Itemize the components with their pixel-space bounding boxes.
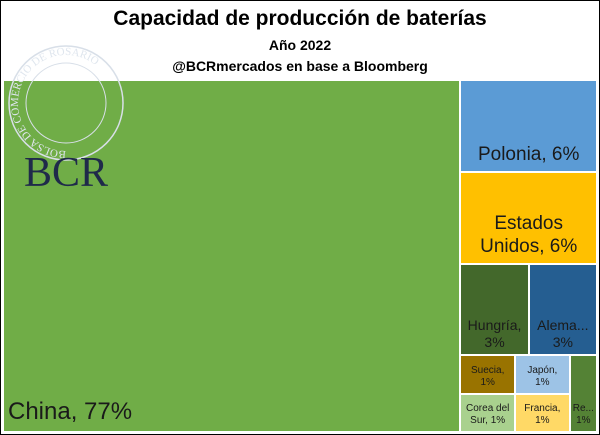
- cell-label: Alema... 3%: [537, 316, 589, 350]
- treemap-cell: Suecia, 1%: [461, 356, 515, 393]
- treemap-cell: Re... 1%: [570, 356, 596, 431]
- source: @BCRmercados en base a Bloomberg: [172, 58, 428, 74]
- treemap-cell: Estados Unidos, 6%: [461, 172, 596, 263]
- treemap-cell: Hungría, 3%: [461, 264, 528, 355]
- cell-label: Estados Unidos, 6%: [480, 213, 578, 257]
- logo-text: BCR: [24, 150, 108, 196]
- treemap-cell: China, 77%: [4, 81, 460, 431]
- cell-label: Hungría, 3%: [467, 316, 522, 350]
- treemap-cell: Corea del Sur, 1%: [461, 394, 515, 431]
- cell-label: China, 77%: [8, 398, 133, 426]
- cell-label: Francia, 1%: [524, 402, 561, 426]
- cell-label: Corea del Sur, 1%: [466, 402, 510, 426]
- logo-ring: [8, 45, 124, 161]
- cell-label: Re... 1%: [572, 402, 594, 426]
- cell-label: Suecia, 1%: [471, 364, 505, 388]
- cell-label: Polonia, 6%: [477, 144, 580, 166]
- logo-ring-text: BOLSA DE COMERCIO DE ROSARIO: [9, 46, 101, 160]
- cell-label: Japón, 1%: [527, 364, 558, 388]
- treemap-cell: Francia, 1%: [516, 394, 569, 431]
- subtitle: Año 2022: [268, 37, 332, 53]
- treemap-cell: Japón, 1%: [516, 356, 569, 393]
- treemap-cell: Alema... 3%: [529, 264, 596, 355]
- logo-ring-path: BOLSA DE COMERCIO DE ROSARIO: [9, 46, 101, 160]
- chart-title: Capacidad de producción de baterías: [113, 7, 487, 30]
- treemap-cell: Polonia, 6%: [461, 81, 596, 171]
- logo-inner: [25, 62, 107, 144]
